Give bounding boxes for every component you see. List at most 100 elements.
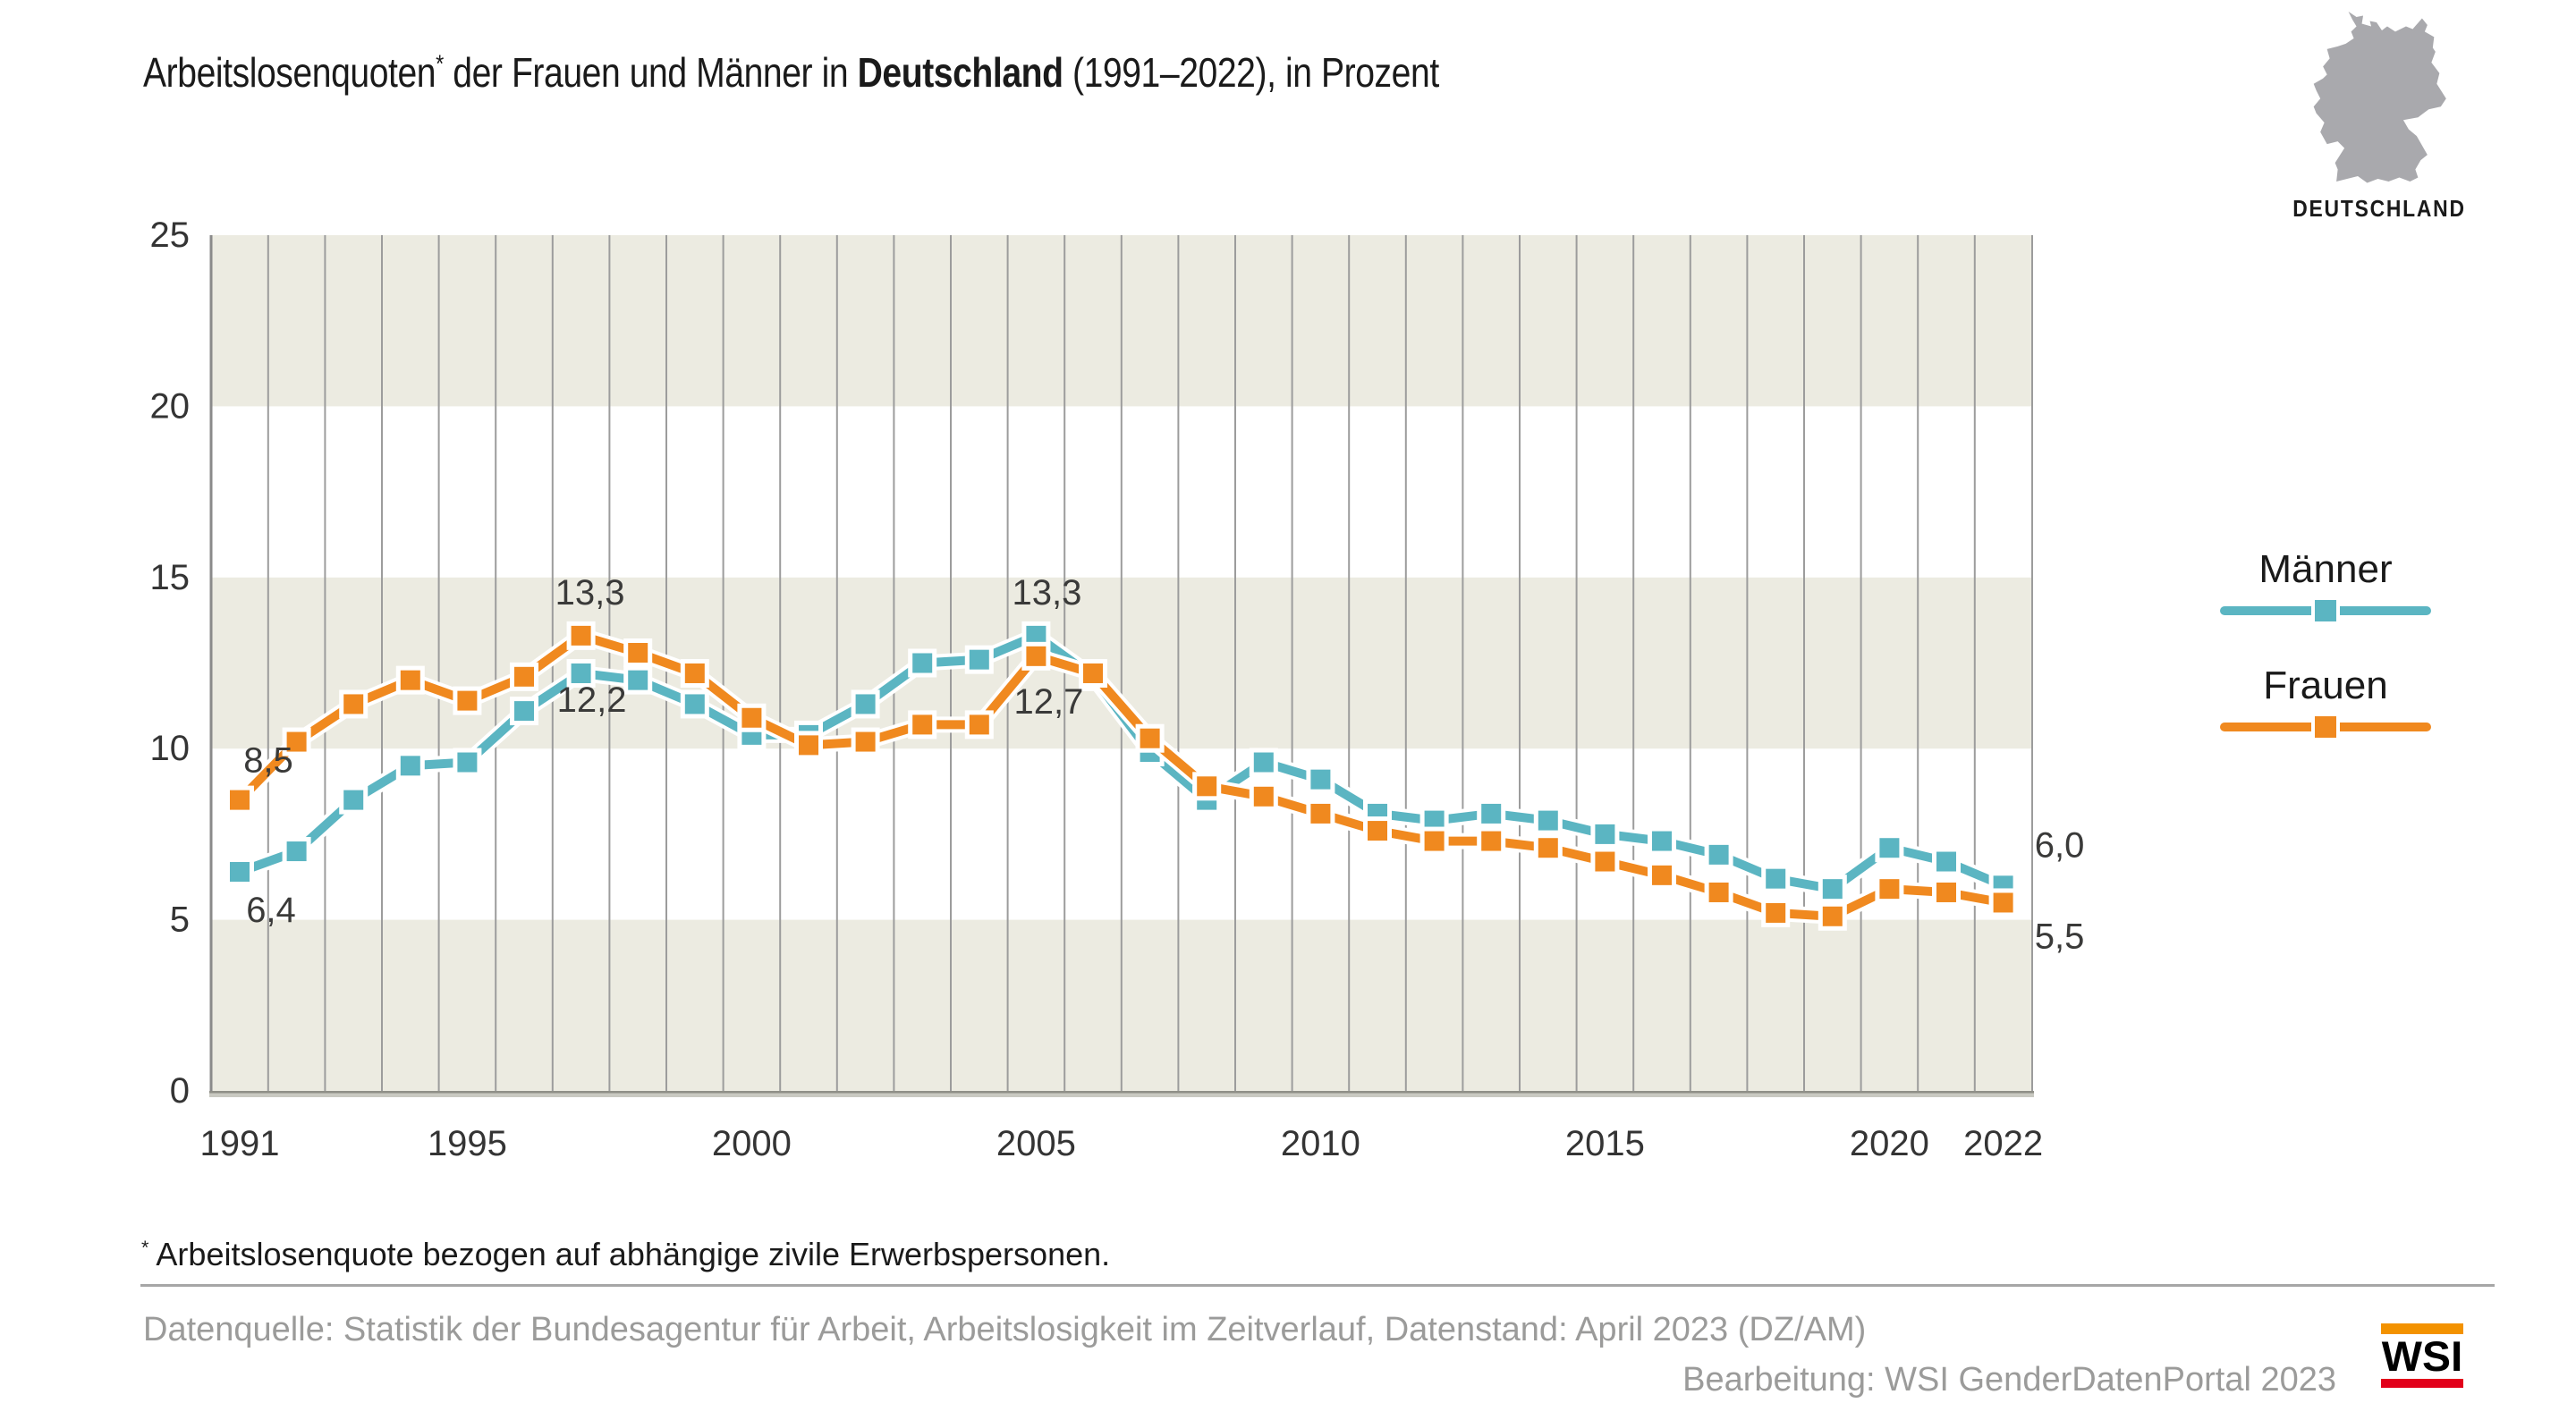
data-point-marker [400,670,420,690]
data-point-marker [741,707,762,728]
data-point-marker [1310,769,1331,790]
wsi-logo: WSI [2381,1323,2463,1388]
data-point-marker [1026,646,1046,666]
data-point-marker [571,663,591,683]
data-point-marker [1766,868,1786,889]
data-point-marker [230,862,250,883]
data-point-marker [457,690,478,711]
data-point-marker [1993,892,2013,913]
data-point-marker [1652,865,1672,885]
y-tick-label: 5 [170,900,190,940]
data-point-marker [1253,752,1274,773]
data-point-marker [628,643,648,663]
data-point-marker [628,670,648,690]
data-point-marker [912,653,933,673]
data-point-marker [1822,906,1843,926]
data-point-marker [1936,882,1956,902]
x-axis-bar [209,1091,2034,1097]
data-point-marker [1879,838,1900,858]
x-tick-label: 2000 [712,1124,792,1163]
y-tick-label: 15 [150,558,191,597]
data-point-marker [343,694,364,714]
x-tick-label: 1995 [428,1124,507,1163]
data-point-marker [457,752,478,773]
x-tick-label: 2020 [1850,1124,1929,1163]
data-source-line: Datenquelle: Statistik der Bundesagentur… [143,1311,1867,1348]
data-point-marker [571,625,591,646]
data-label-6-0: 6,0 [2035,825,2085,865]
data-point-marker [286,841,307,862]
data-point-marker [286,731,307,752]
data-point-marker [1253,786,1274,807]
x-tick-label: 1991 [200,1124,280,1163]
data-label-12-2: 12,2 [557,680,627,720]
x-tick-label: 2022 [1963,1124,2043,1163]
data-point-marker [1197,776,1217,797]
footnote-asterisk: * [141,1236,149,1258]
legend-item-maenner: Männer [2175,547,2476,621]
data-point-marker [1481,831,1502,851]
legend-swatch-maenner-line [2220,600,2431,621]
data-point-marker [514,666,534,687]
title-footnote-asterisk: * [436,49,444,78]
x-tick-label: 2005 [996,1124,1076,1163]
data-label-12-7: 12,7 [1013,682,1083,722]
legend-swatch-maenner-marker [2315,600,2336,621]
data-point-marker [1652,831,1672,851]
legend: Männer Frauen [2175,547,2476,738]
data-point-marker [1140,728,1160,748]
data-point-marker [1481,803,1502,824]
data-point-marker [1538,838,1558,858]
region-badge: DEUTSCHLAND [2281,9,2478,223]
data-point-marker [400,756,420,776]
y-tick-label: 10 [150,729,191,768]
data-point-marker [1424,831,1445,851]
data-label-5-5: 5,5 [2035,917,2085,956]
legend-swatch-frauen-marker [2315,716,2336,738]
data-point-marker [514,701,534,722]
page-title: Arbeitslosenquoten* der Frauen und Männe… [143,49,1439,96]
data-point-marker [1708,882,1729,902]
data-point-marker [1310,803,1331,824]
data-point-marker [969,714,989,735]
data-label-8-5: 8,5 [243,741,293,781]
y-axis-tick-labels: 0 5 10 15 20 25 [150,216,191,1111]
legend-label-frauen: Frauen [2263,663,2388,707]
title-region-word: Deutschland [857,49,1063,96]
wsi-logo-bottom-bar [2381,1378,2463,1388]
x-axis-tick-labels: 1991 1995 2000 2005 2010 2015 2020 2022 [200,1124,2044,1163]
x-tick-label: 2015 [1565,1124,1645,1163]
data-point-marker [1083,663,1103,683]
legend-swatch-frauen-line [2220,716,2431,738]
wsi-logo-top-bar [2381,1323,2463,1334]
data-point-marker [684,694,705,714]
footer-divider [140,1284,2495,1287]
wsi-logo-text: WSI [2381,1332,2463,1380]
x-tick-label: 2010 [1281,1124,1360,1163]
region-label: DEUTSCHLAND [2292,195,2466,222]
y-tick-label: 0 [170,1071,190,1111]
data-point-marker [1936,851,1956,872]
data-label-6-4: 6,4 [246,891,296,930]
y-tick-label: 25 [150,216,191,255]
data-point-marker [969,649,989,670]
data-point-marker [1026,625,1046,646]
data-point-marker [1595,851,1615,872]
x-axis-line [209,1091,2034,1094]
data-point-marker [912,714,933,735]
data-point-marker [230,790,250,810]
y-tick-label: 20 [150,386,191,426]
chart-gridlines [267,235,2033,1091]
series-frauen [225,621,2018,931]
legend-label-maenner: Männer [2258,547,2393,591]
data-label-13-3: 13,3 [555,573,625,613]
data-point-marker [1368,821,1387,841]
data-point-marker [1879,879,1900,900]
data-point-marker [1708,844,1729,865]
legend-item-frauen: Frauen [2175,663,2476,738]
data-point-marker [1538,810,1558,831]
data-point-marker [684,663,705,683]
credit-line: Bearbeitung: WSI GenderDatenPortal 2023 [1682,1361,2336,1399]
